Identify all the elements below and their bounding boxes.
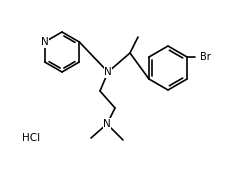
Text: N: N [103, 119, 111, 129]
Text: N: N [41, 37, 49, 47]
Text: Br: Br [200, 52, 211, 62]
Text: N: N [104, 67, 112, 77]
Text: HCl: HCl [22, 133, 40, 143]
